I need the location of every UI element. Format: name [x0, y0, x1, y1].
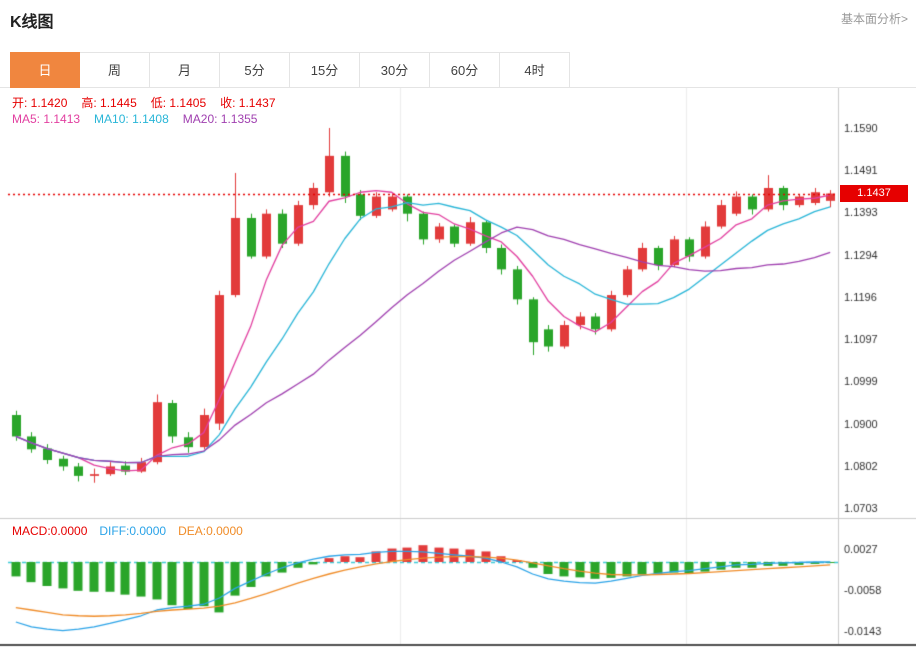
tab-month[interactable]: 月: [150, 52, 220, 88]
tab-30min[interactable]: 30分: [360, 52, 430, 88]
ma10-value: MA10: 1.1408: [94, 112, 169, 126]
tab-5min[interactable]: 5分: [220, 52, 290, 88]
diff-value: DIFF:0.0000: [99, 524, 167, 538]
ma-legend: MA5: 1.1413 MA10: 1.1408 MA20: 1.1355: [12, 112, 271, 126]
dea-value: DEA:0.0000: [178, 524, 243, 538]
ma20-value: MA20: 1.1355: [182, 112, 258, 126]
tab-week[interactable]: 周: [80, 52, 150, 88]
high-value: 高: 1.1445: [81, 96, 137, 110]
low-value: 低: 1.1405: [150, 96, 207, 110]
macd-legend: MACD:0.0000 DIFF:0.0000 DEA:0.0000: [12, 524, 255, 538]
tab-15min[interactable]: 15分: [290, 52, 360, 88]
page-title: K线图: [10, 14, 54, 31]
open-value: 开: 1.1420: [12, 96, 68, 110]
ohlc-legend: 开: 1.1420 高: 1.1445 低: 1.1405 收: 1.1437: [12, 94, 290, 111]
tab-4hour[interactable]: 4时: [500, 52, 570, 88]
kline-chart-canvas[interactable]: [0, 88, 916, 650]
header: K线图 基本面分析>: [0, 0, 916, 34]
ma5-value: MA5: 1.1413: [12, 112, 81, 126]
current-price-badge: 1.1437: [840, 185, 908, 202]
tab-60min[interactable]: 60分: [430, 52, 500, 88]
macd-value: MACD:0.0000: [12, 524, 88, 538]
fundamental-analysis-link[interactable]: 基本面分析>: [840, 12, 908, 26]
timeframe-tabs: 日 周 月 5分 15分 30分 60分 4时: [0, 52, 916, 88]
close-value: 收: 1.1437: [220, 96, 276, 110]
tab-day[interactable]: 日: [10, 52, 80, 88]
